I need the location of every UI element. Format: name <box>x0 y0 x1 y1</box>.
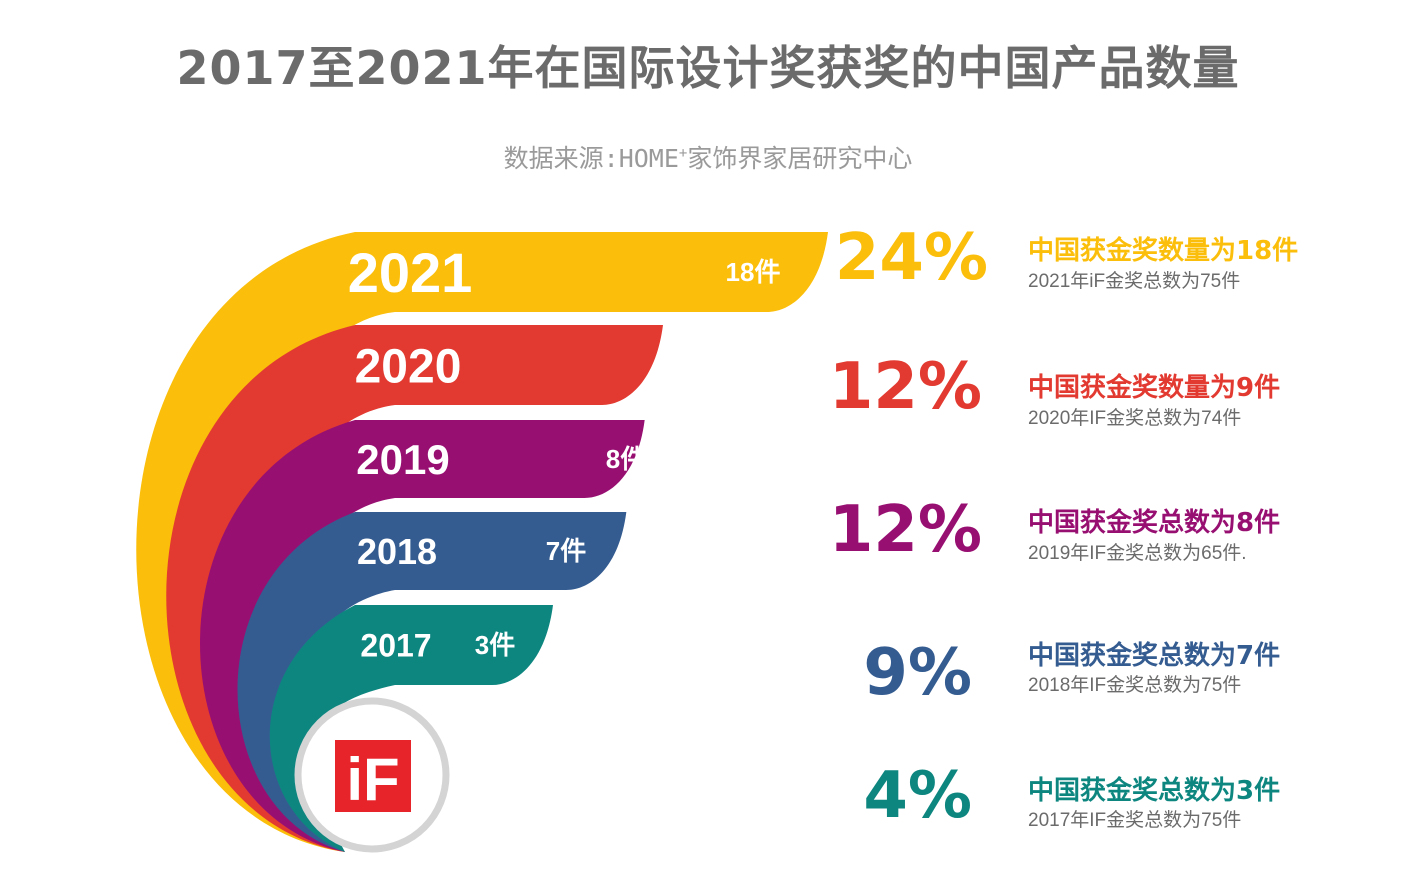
source-org: 家饰界家居研究中心 <box>687 144 913 173</box>
bar-2019 <box>200 420 645 852</box>
source-label: 数据来源:HOME <box>503 144 679 173</box>
year-label-2018: 2018 <box>357 531 437 572</box>
headline-2019: 中国获金奖总数为8件 <box>1028 508 1281 538</box>
subtitle-2018: 2018年IF金奖总数为75件 <box>1028 675 1242 696</box>
year-label-2019: 2019 <box>356 436 449 483</box>
chart-title: 2017至2021年在国际设计奖获奖的中国产品数量 <box>176 41 1240 95</box>
percent-label-2021: 24% <box>834 221 988 295</box>
value-label-2020: 9件 <box>678 350 718 380</box>
headline-2020: 中国获金奖数量为9件 <box>1028 373 1281 403</box>
data-source: 数据来源:HOME+家饰界家居研究中心 <box>0 139 1416 175</box>
if-logo: iF <box>294 697 450 853</box>
source-sup: + <box>678 145 688 162</box>
percent-label-2020: 12% <box>828 350 982 424</box>
bar-2021 <box>136 232 828 852</box>
subtitle-2020: 2020年IF金奖总数为74件 <box>1028 408 1242 429</box>
headline-2018: 中国获金奖总数为7件 <box>1028 641 1281 671</box>
year-label-2017: 2017 <box>360 628 431 664</box>
value-label-2017: 3件 <box>475 630 515 660</box>
year-label-2020: 2020 <box>355 340 462 393</box>
percent-label-2018: 9% <box>863 636 972 710</box>
percent-label-2019: 12% <box>828 493 982 567</box>
logo-square <box>335 740 411 812</box>
value-label-2021: 18件 <box>726 257 781 287</box>
subtitle-2021: 2021年iF金奖总数为75件 <box>1028 271 1241 292</box>
headline-2017: 中国获金奖总数为3件 <box>1028 776 1281 806</box>
bar-2017 <box>269 605 553 852</box>
headline-2021: 中国获金奖数量为18件 <box>1028 236 1299 266</box>
value-label-2018: 7件 <box>546 536 586 566</box>
logo-text: iF <box>346 746 399 813</box>
percent-label-2017: 4% <box>863 759 972 833</box>
subtitle-2019: 2019年IF金奖总数为65件. <box>1028 543 1247 564</box>
bar-2018 <box>237 512 627 852</box>
value-label-2019: 8件 <box>606 444 646 474</box>
subtitle-2017: 2017年IF金奖总数为75件 <box>1028 810 1242 831</box>
year-label-2021: 2021 <box>348 241 473 304</box>
